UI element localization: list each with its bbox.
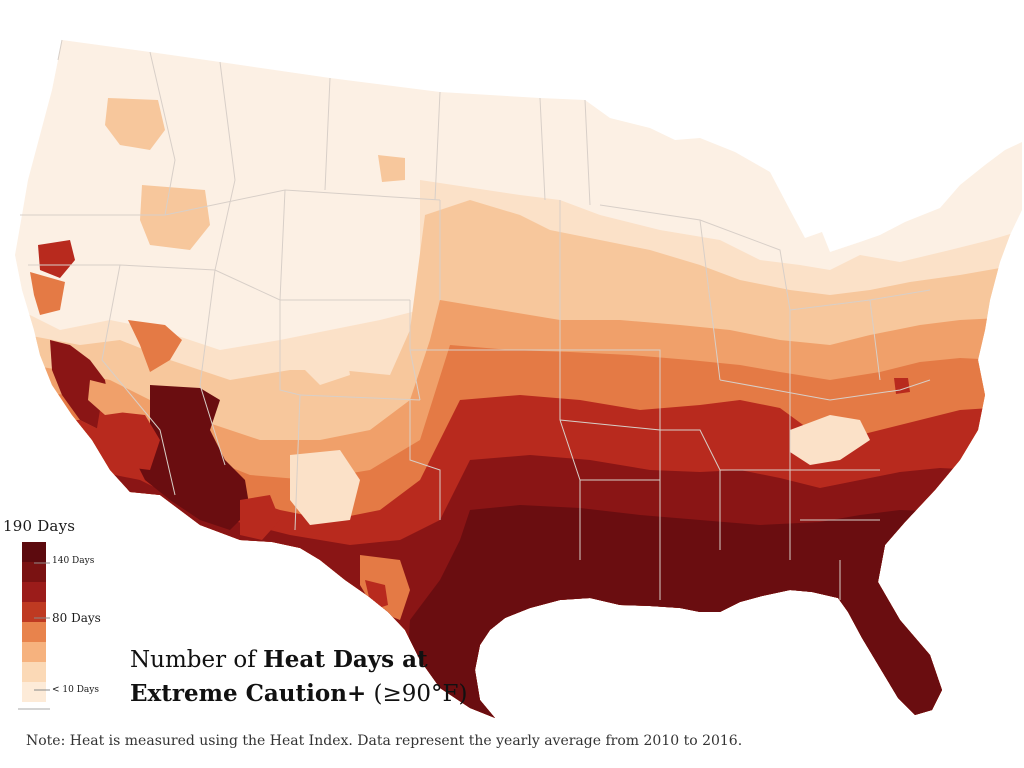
ca-darkred-region [50,340,110,430]
legend-swatch [22,582,46,602]
legend-swatch [22,562,46,582]
nw-pale2-region [140,185,210,250]
map-title-line-2: Extreme Caution+ (≥90°F) [130,677,468,711]
az-dark-region [135,385,250,530]
title-line2-tail: (≥90°F) [366,681,468,707]
legend-label-80: 80 Days [52,611,101,625]
legend-swatch [22,642,46,662]
map-title-line-1: Number of Heat Days at [130,643,468,677]
legend-color-bar [18,542,50,710]
map-note: Note: Heat is measured using the Heat In… [26,733,743,749]
legend-swatch [22,542,46,562]
darkest-region [400,505,1022,718]
co-pale-region [300,340,350,385]
state-borders [20,39,931,600]
title-line1-bold: Heat Days at [263,646,428,673]
nm-light-region [290,450,360,525]
legend-swatch [22,662,46,682]
nv-orange-region [128,320,182,372]
ca-orange-region [30,272,65,315]
title-line2-bold: Extreme Caution+ [130,680,367,707]
west-orange-region [88,380,140,415]
legend-label-140: 140 Days [52,556,95,566]
legend-swatch [22,602,46,622]
appal-light-region [790,415,870,465]
nw-pale1-region [105,98,165,150]
w-tx-region [240,495,280,540]
legend-label-10: < 10 Days [52,685,99,695]
legend-swatch [22,682,46,702]
va-red-region [894,378,910,394]
map-title: Number of Heat Days at Extreme Caution+ … [130,643,468,711]
sd-pale-region [378,155,405,182]
legend-max-label: 190 Days [3,517,76,535]
title-line1-normal: Number of [130,647,264,673]
se-ca-red-region [95,410,160,470]
legend-swatch [22,622,46,642]
ca-north-region [38,240,75,278]
